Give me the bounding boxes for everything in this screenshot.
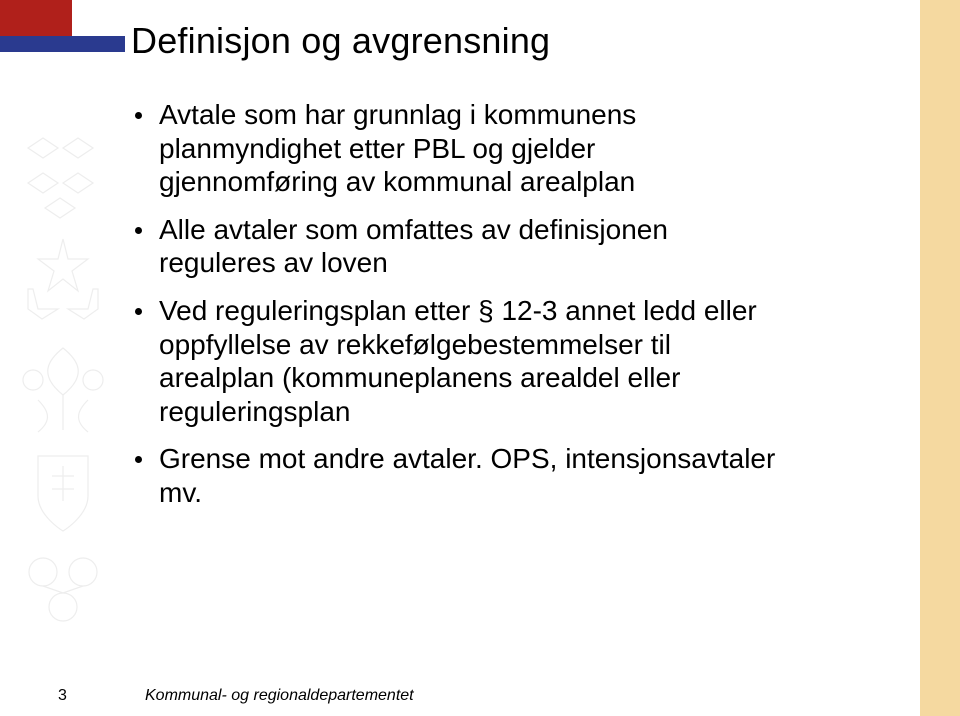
bullet-item: Alle avtaler som omfattes av definisjone… xyxy=(133,213,778,280)
slide-title: Definisjon og avgrensning xyxy=(129,20,906,62)
accent-bar-blue xyxy=(0,36,125,52)
corner-accent-red xyxy=(0,0,72,36)
emblem-icon xyxy=(8,229,118,339)
left-panel xyxy=(0,0,125,716)
content-area: Definisjon og avgrensning Avtale som har… xyxy=(125,0,920,716)
bullet-item: Avtale som har grunnlag i kommunens plan… xyxy=(133,98,778,199)
emblem-icon xyxy=(8,340,118,440)
decorative-emblems xyxy=(0,120,125,650)
footer-text: Kommunal- og regionaldepartementet xyxy=(125,687,414,705)
bullet-item: Grense mot andre avtaler. OPS, intensjon… xyxy=(133,442,778,509)
bullet-item: Ved reguleringsplan etter § 12-3 annet l… xyxy=(133,294,778,428)
page-number: 3 xyxy=(0,687,125,705)
emblem-icon xyxy=(8,542,118,642)
right-accent-panel xyxy=(920,0,960,716)
bullet-list: Avtale som har grunnlag i kommunens plan… xyxy=(129,98,906,510)
slide: Definisjon og avgrensning Avtale som har… xyxy=(0,0,960,716)
slide-footer: 3 Kommunal- og regionaldepartementet xyxy=(0,676,960,716)
emblem-icon xyxy=(8,128,118,228)
emblem-icon xyxy=(8,441,118,541)
